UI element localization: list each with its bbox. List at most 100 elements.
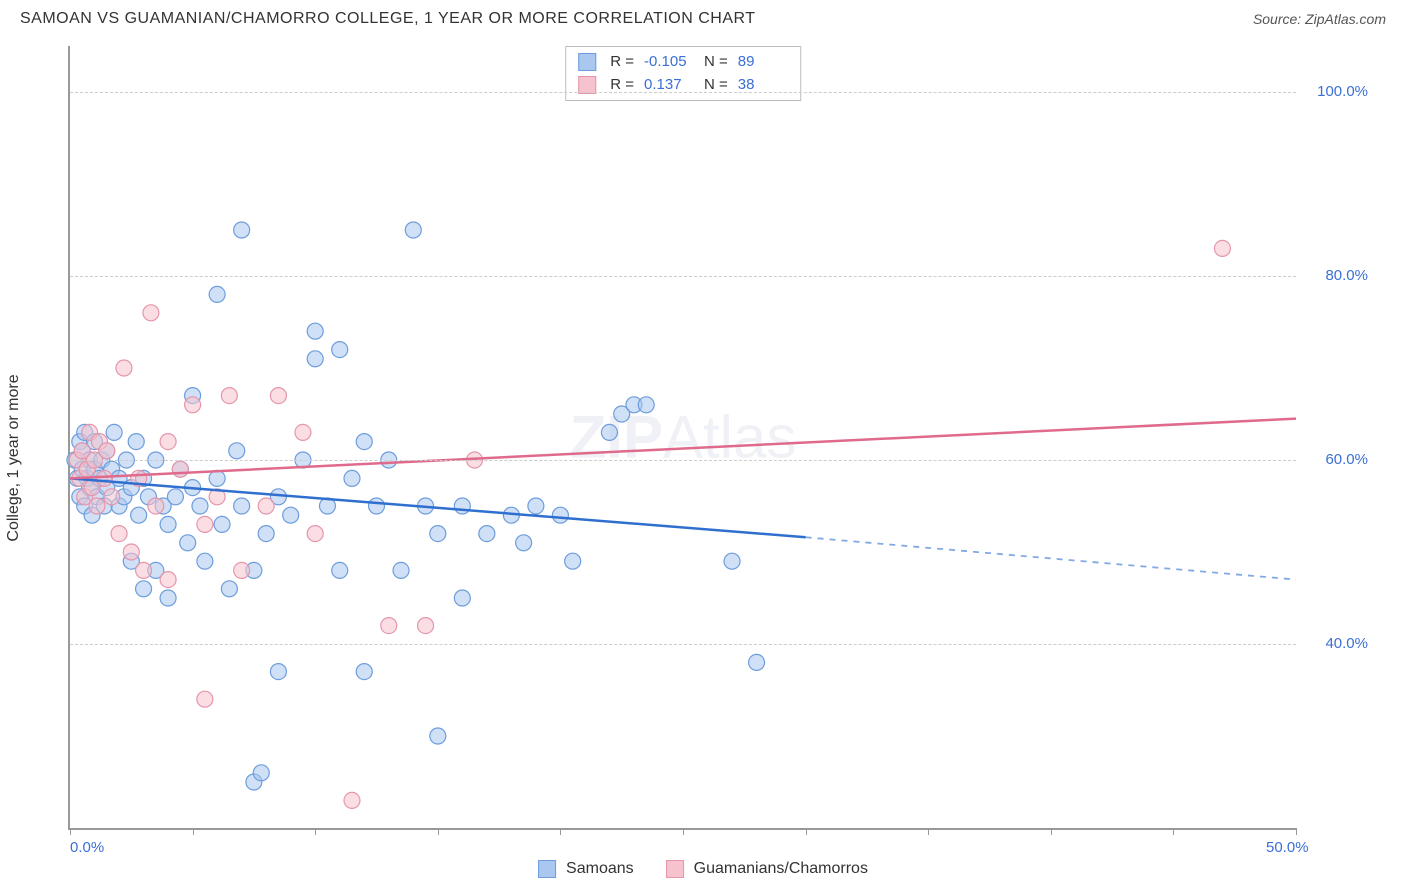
stat-label: R = xyxy=(610,51,634,74)
scatter-point xyxy=(209,286,225,302)
scatter-point xyxy=(369,498,385,514)
legend-label: Samoans xyxy=(566,860,634,878)
x-tick xyxy=(1296,828,1297,835)
chart-container: College, 1 year or more ZIPAtlas R =-0.1… xyxy=(20,36,1386,880)
scatter-point xyxy=(253,765,269,781)
legend-item: Samoans xyxy=(538,860,634,878)
x-tick xyxy=(1173,828,1174,835)
gridline xyxy=(70,644,1296,645)
scatter-point xyxy=(106,424,122,440)
x-tick xyxy=(560,828,561,835)
scatter-point xyxy=(128,434,144,450)
scatter-point xyxy=(565,553,581,569)
scatter-point xyxy=(638,397,654,413)
scatter-point xyxy=(454,590,470,606)
x-tick xyxy=(193,828,194,835)
scatter-point xyxy=(197,691,213,707)
scatter-point xyxy=(528,498,544,514)
scatter-point xyxy=(283,507,299,523)
scatter-point xyxy=(234,562,250,578)
scatter-point xyxy=(454,498,470,514)
scatter-point xyxy=(131,507,147,523)
scatter-point xyxy=(123,544,139,560)
y-tick-label: 100.0% xyxy=(1317,83,1368,100)
x-tick xyxy=(806,828,807,835)
scatter-point xyxy=(160,516,176,532)
x-tick xyxy=(315,828,316,835)
gridline xyxy=(70,92,1296,93)
scatter-point xyxy=(160,572,176,588)
scatter-point xyxy=(185,397,201,413)
scatter-point xyxy=(89,498,105,514)
scatter-point xyxy=(295,424,311,440)
stats-row: R =-0.105N =89 xyxy=(578,51,788,74)
y-tick-label: 40.0% xyxy=(1325,635,1368,652)
scatter-point xyxy=(160,434,176,450)
x-tick xyxy=(70,828,71,835)
y-tick-label: 60.0% xyxy=(1325,451,1368,468)
scatter-point xyxy=(479,526,495,542)
x-tick-label: 0.0% xyxy=(70,839,104,856)
scatter-point xyxy=(601,424,617,440)
gridline xyxy=(70,276,1296,277)
scatter-point xyxy=(430,728,446,744)
scatter-point xyxy=(136,562,152,578)
scatter-point xyxy=(143,305,159,321)
gridline xyxy=(70,460,1296,461)
scatter-point xyxy=(197,516,213,532)
stat-label: N = xyxy=(704,51,728,74)
scatter-point xyxy=(180,535,196,551)
scatter-point xyxy=(197,553,213,569)
legend-item: Guamanians/Chamorros xyxy=(666,860,868,878)
scatter-point xyxy=(116,360,132,376)
y-tick-label: 80.0% xyxy=(1325,267,1368,284)
x-tick-label: 50.0% xyxy=(1266,839,1309,856)
plot-area: ZIPAtlas R =-0.105N =89R =0.137N =38 40.… xyxy=(68,46,1296,830)
x-tick xyxy=(1051,828,1052,835)
scatter-point xyxy=(270,664,286,680)
scatter-point xyxy=(724,553,740,569)
x-tick xyxy=(683,828,684,835)
scatter-point xyxy=(160,590,176,606)
scatter-point xyxy=(258,526,274,542)
x-tick xyxy=(928,828,929,835)
scatter-point xyxy=(356,434,372,450)
scatter-point xyxy=(393,562,409,578)
source-label: Source: ZipAtlas.com xyxy=(1253,11,1386,27)
legend-swatch xyxy=(666,860,684,878)
scatter-point xyxy=(229,443,245,459)
scatter-point xyxy=(332,562,348,578)
scatter-point xyxy=(381,618,397,634)
scatter-svg xyxy=(70,46,1296,828)
scatter-point xyxy=(332,342,348,358)
scatter-point xyxy=(356,664,372,680)
x-tick xyxy=(438,828,439,835)
header: SAMOAN VS GUAMANIAN/CHAMORRO COLLEGE, 1 … xyxy=(0,0,1406,32)
scatter-point xyxy=(307,351,323,367)
scatter-point xyxy=(167,489,183,505)
scatter-point xyxy=(234,498,250,514)
scatter-point xyxy=(418,618,434,634)
scatter-point xyxy=(111,526,127,542)
scatter-point xyxy=(148,498,164,514)
legend-swatch xyxy=(538,860,556,878)
scatter-point xyxy=(430,526,446,542)
scatter-point xyxy=(270,388,286,404)
scatter-point xyxy=(405,222,421,238)
legend-label: Guamanians/Chamorros xyxy=(694,860,868,878)
scatter-point xyxy=(344,792,360,808)
scatter-point xyxy=(552,507,568,523)
scatter-point xyxy=(221,581,237,597)
scatter-point xyxy=(749,654,765,670)
scatter-point xyxy=(192,498,208,514)
regression-line-dashed xyxy=(806,537,1296,579)
scatter-point xyxy=(136,581,152,597)
chart-title: SAMOAN VS GUAMANIAN/CHAMORRO COLLEGE, 1 … xyxy=(20,10,756,28)
scatter-point xyxy=(1214,240,1230,256)
scatter-point xyxy=(209,470,225,486)
scatter-point xyxy=(344,470,360,486)
scatter-point xyxy=(104,489,120,505)
scatter-point xyxy=(96,470,112,486)
scatter-point xyxy=(214,516,230,532)
scatter-point xyxy=(234,222,250,238)
